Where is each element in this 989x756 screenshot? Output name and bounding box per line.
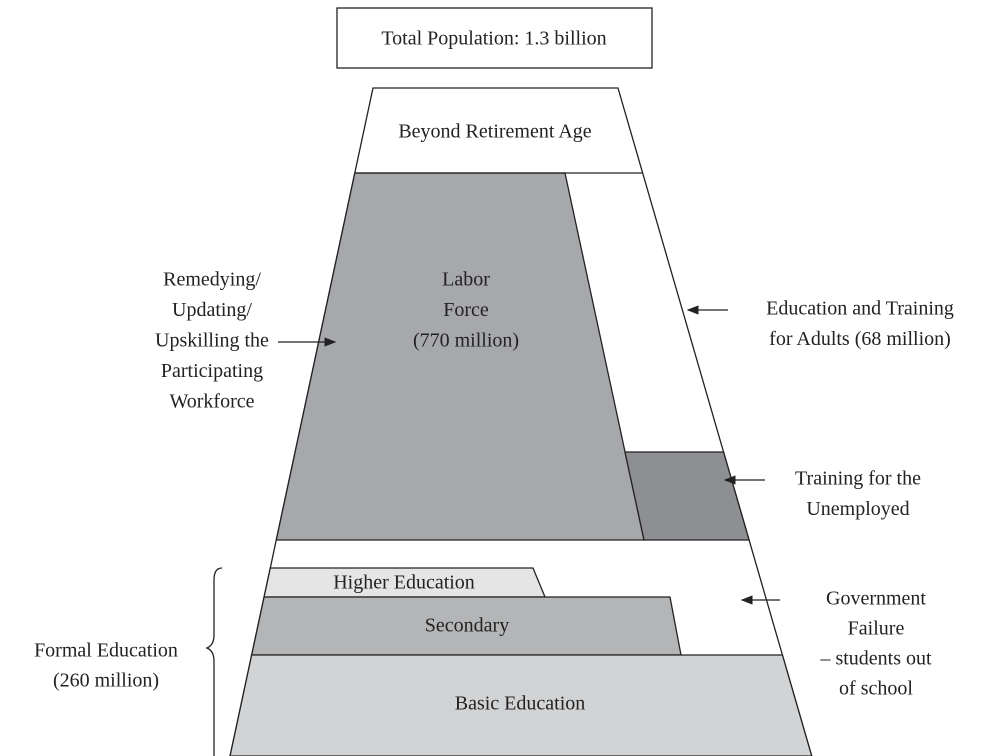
arrows (205, 305, 780, 756)
label: Remedying/ (163, 269, 261, 291)
basic-education (229, 654, 813, 756)
label: of school (839, 678, 913, 700)
label: Force (443, 299, 489, 321)
label: Failure (848, 618, 905, 640)
label: – students out (819, 648, 932, 670)
label: Formal Education (34, 640, 178, 662)
label: Updating/ (172, 299, 252, 321)
title: Total Population: 1.3 billion (381, 28, 606, 50)
labels: Beyond Retirement Age Labor Force (770 mill… (34, 121, 954, 715)
pyramid (229, 87, 813, 756)
label: Government (826, 588, 926, 610)
label: (770 million) (413, 330, 519, 352)
label: Labor (442, 269, 490, 291)
title-box (336, 7, 653, 69)
label: Training for the (795, 468, 921, 490)
label: for Adults (68 million) (769, 328, 951, 350)
label: Education and Training (766, 298, 954, 320)
unemployed (624, 451, 750, 541)
label: Unemployed (806, 498, 909, 520)
label: (260 million) (53, 670, 159, 692)
bracket (205, 567, 223, 756)
label: Participating (161, 360, 263, 382)
label: Secondary (425, 615, 509, 637)
label: Upskilling the (155, 330, 269, 352)
label: Workforce (169, 391, 254, 413)
label: Beyond Retirement Age (398, 121, 591, 143)
label: Basic Education (455, 693, 586, 715)
label: Higher Education (333, 572, 475, 594)
